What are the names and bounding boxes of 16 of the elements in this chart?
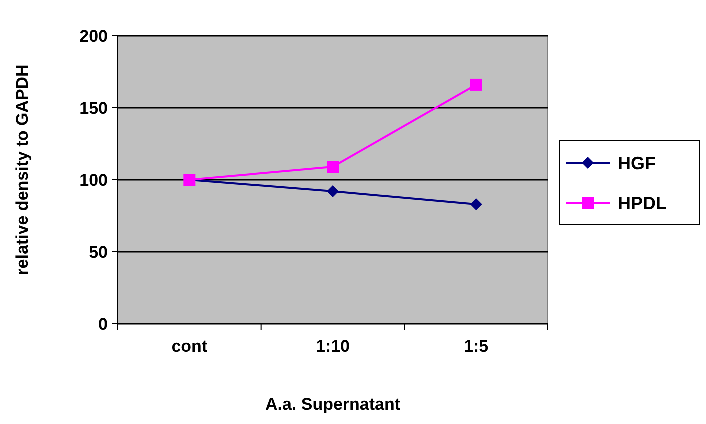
y-tick-label: 50	[89, 242, 108, 262]
y-tick-label: 0	[98, 314, 108, 334]
legend-label: HGF	[618, 153, 656, 174]
y-tick-label: 100	[80, 170, 108, 190]
point	[327, 161, 339, 174]
x-tick-label: 1:5	[464, 337, 489, 356]
x-tick-label: 1:10	[316, 337, 350, 356]
x-axis-title: A.a. Supernatant	[265, 395, 401, 414]
point	[470, 78, 482, 91]
point	[470, 198, 482, 210]
legend-label: HPDL	[618, 193, 668, 214]
x-tick-label: cont	[172, 337, 208, 356]
y-axis-title: relative density to GAPDH	[13, 64, 32, 276]
point	[327, 186, 339, 198]
y-tick-label: 200	[80, 26, 108, 46]
y-tick-label: 150	[80, 98, 108, 118]
